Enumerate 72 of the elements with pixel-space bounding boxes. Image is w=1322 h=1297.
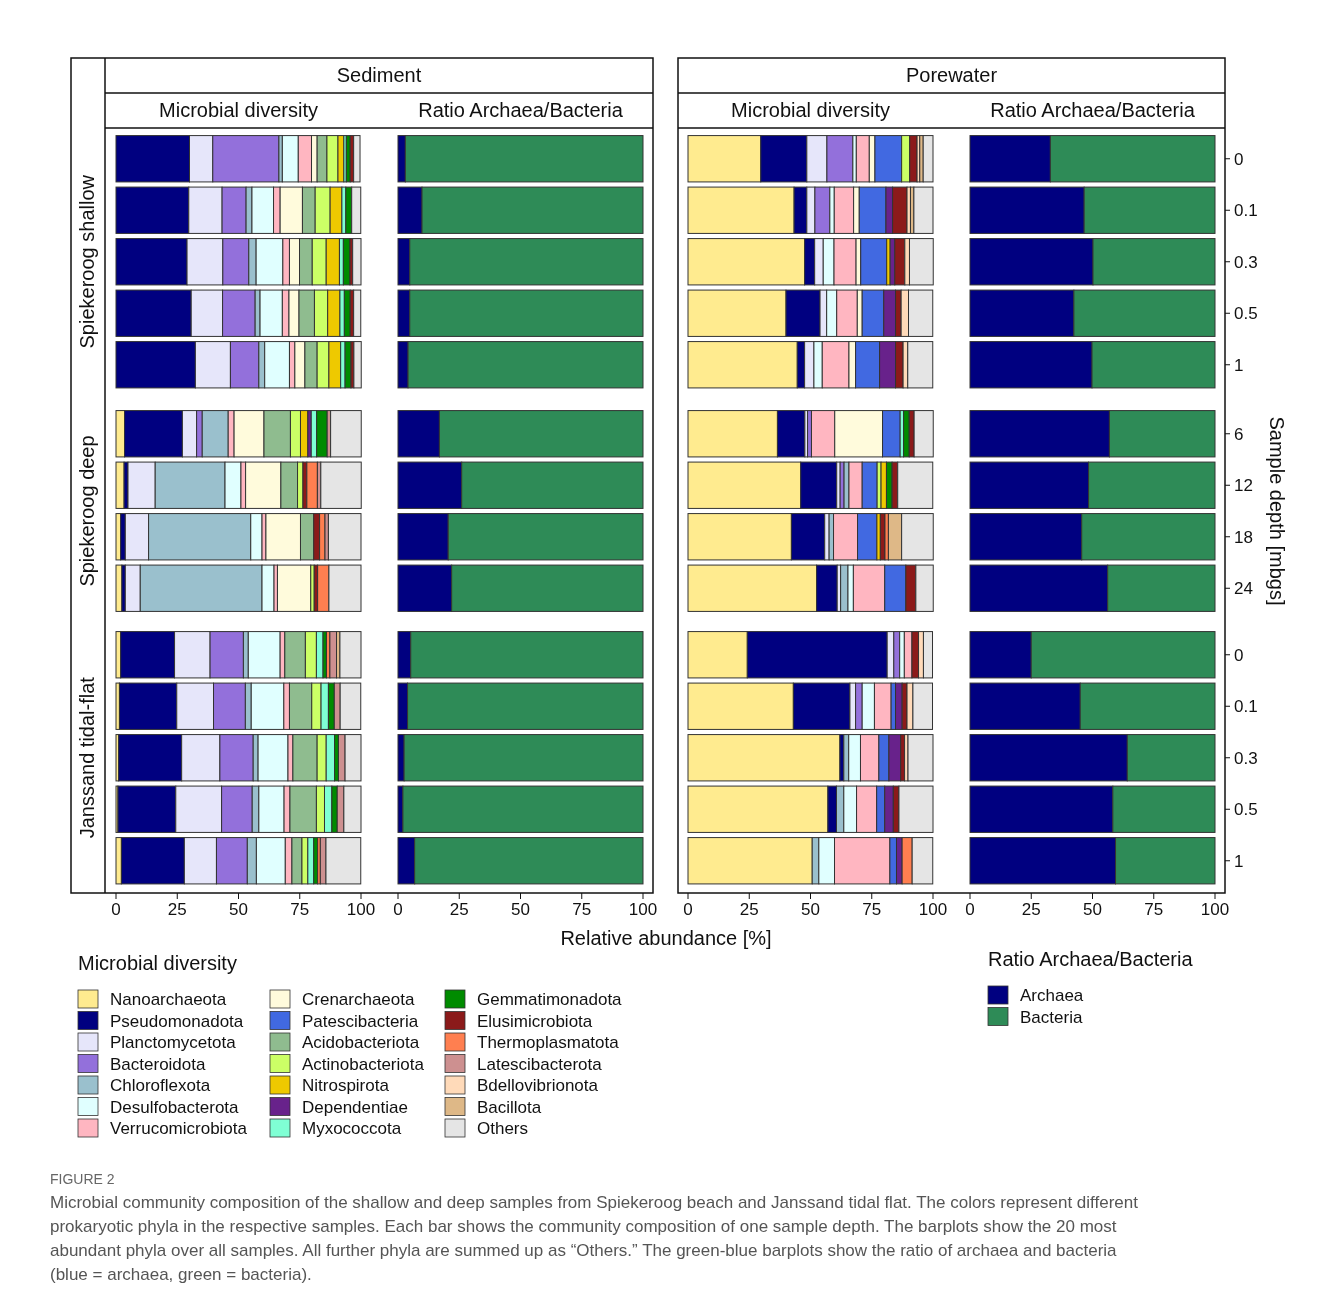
x-tick-label: 25: [1021, 900, 1041, 919]
y-tick-label: 1: [1234, 355, 1244, 375]
x-tick-label: 75: [290, 900, 310, 919]
x-tick-label: 50: [511, 900, 530, 919]
x-tick-label: 0: [965, 900, 975, 919]
x-tick-label: 75: [862, 900, 882, 919]
x-tick-label: 100: [1200, 900, 1230, 919]
legend-label: Others: [477, 1119, 529, 1138]
y-axis-title: Janssand tidal-flat: [76, 676, 98, 839]
x-tick-label: 75: [1144, 900, 1164, 919]
legend-label: Nanoarchaeota: [110, 990, 227, 1009]
x-tick-label: 100: [628, 900, 658, 919]
legend-label: Chloroflexota: [110, 1076, 211, 1095]
legend-label: Bacteroidota: [110, 1054, 206, 1074]
y-axis-title: Sample depth [mbgs]: [1266, 416, 1288, 606]
x-tick-label: 50: [1083, 900, 1102, 919]
x-tick-label: 0: [393, 900, 403, 919]
legend-title: Microbial diversity: [78, 952, 237, 974]
x-tick-label: 75: [572, 900, 592, 919]
x-tick-label: 50: [801, 900, 820, 919]
y-tick-label: 12: [1234, 476, 1253, 496]
y-tick-label: 0.5: [1234, 800, 1258, 820]
legend-title: Ratio Archaea/Bacteria: [988, 948, 1194, 970]
legend-label: Gemmatimonadota: [477, 990, 623, 1009]
y-axis-title: Spiekeroog deep: [76, 435, 98, 587]
x-tick-label: 25: [739, 900, 759, 919]
y-tick-label: 0.3: [1234, 252, 1258, 272]
legend-label: Elusimicrobiota: [477, 1011, 593, 1031]
caption: FIGURE 2: [50, 1171, 115, 1187]
chart-subtitle: Microbial diversity: [731, 99, 890, 121]
x-axis-title: Relative abundance [%]: [560, 927, 772, 949]
y-axis-title: Spiekeroog shallow: [76, 174, 98, 349]
legend-label: Verrucomicrobiota: [110, 1119, 248, 1138]
chart-subtitle: Ratio Archaea/Bacteria: [990, 99, 1196, 121]
legend-label: Pseudomonadota: [110, 1011, 244, 1031]
legend-label: Crenarchaeota: [302, 990, 415, 1009]
x-tick-label: 50: [229, 900, 248, 919]
y-tick-label: 0.1: [1234, 201, 1258, 221]
x-tick-label: 25: [167, 900, 187, 919]
y-tick-label: 1: [1234, 851, 1244, 871]
x-tick-label: 100: [346, 900, 376, 919]
y-tick-label: 6: [1234, 424, 1244, 444]
chart-title: Porewater: [905, 64, 998, 86]
legend-label: Bacteria: [1020, 1007, 1083, 1027]
legend-label: Thermoplasmatota: [477, 1033, 620, 1052]
legend-label: Actinobacteriota: [302, 1054, 425, 1074]
legend-label: Nitrospirota: [302, 1076, 390, 1095]
legend-label: Latescibacterota: [477, 1054, 603, 1074]
y-tick-label: 0.3: [1234, 748, 1258, 768]
chart-subtitle: Ratio Archaea/Bacteria: [418, 99, 624, 121]
chart-title: Sediment: [336, 64, 422, 86]
legend-label: Planctomycetota: [110, 1033, 237, 1052]
y-tick-label: 18: [1234, 527, 1253, 547]
x-tick-label: 0: [111, 900, 121, 919]
legend-label: Desulfobacterota: [110, 1097, 240, 1117]
y-tick-label: 0: [1234, 149, 1244, 169]
text: Microbial community composition of the shallow and deep samples from Spiekeroog beach and Janssand tidal flat. The colors represent different prokaryotic phyla in the respective samples. Each bar shows the community composition of one sample depth. The barplots show the 20 most abundant phyla over all samples. All further phyla are summed up as “Others.” The green-blue barplots show the ratio of archaea and bacteria (blue = archaea, green = bacteria).: [50, 1193, 1139, 1284]
legend-label: Acidobacteriota: [302, 1033, 420, 1052]
x-tick-label: 100: [918, 900, 948, 919]
legend-label: Myxococcota: [302, 1119, 402, 1138]
y-tick-label: 0.1: [1234, 697, 1258, 717]
x-tick-label: 25: [449, 900, 469, 919]
legend-label: Dependentiae: [302, 1097, 408, 1117]
chart-subtitle: Microbial diversity: [159, 99, 318, 121]
x-tick-label: 0: [683, 900, 693, 919]
legend-label: Patescibacteria: [302, 1011, 419, 1031]
y-tick-label: 0.5: [1234, 304, 1258, 324]
legend-label: Bdellovibrionota: [477, 1076, 599, 1095]
legend-label: Bacillota: [477, 1097, 542, 1117]
y-tick-label: 0: [1234, 645, 1244, 665]
legend-label: Archaea: [1020, 986, 1084, 1005]
y-tick-label: 24: [1234, 579, 1253, 599]
